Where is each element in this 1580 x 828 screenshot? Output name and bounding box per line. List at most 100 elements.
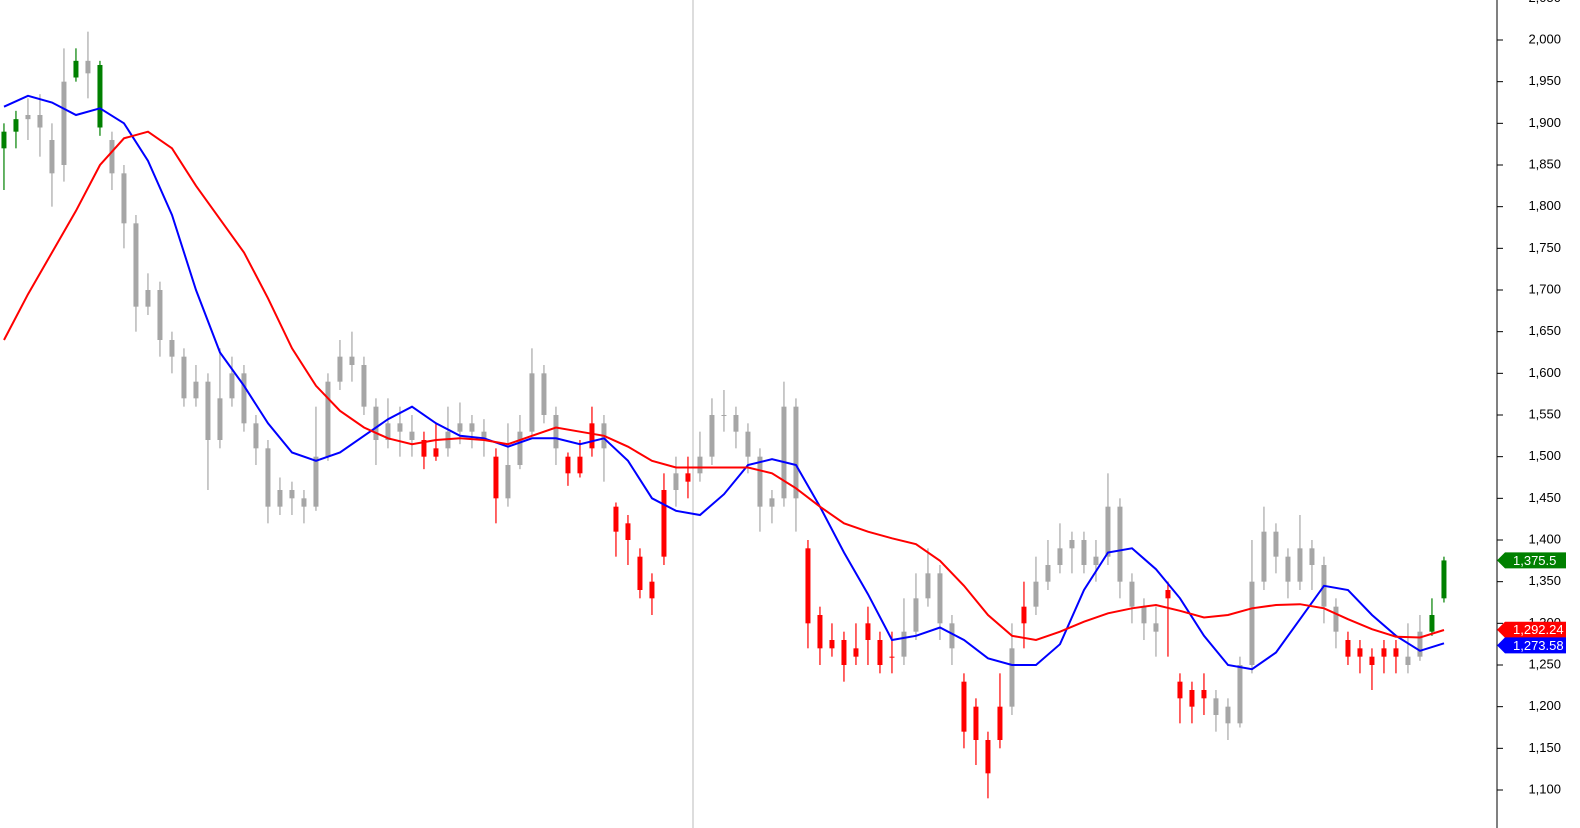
candle-body [301, 498, 307, 507]
candle-body [817, 615, 823, 649]
candle-body [325, 381, 331, 457]
y-tick-label: 1,650 [1528, 323, 1561, 338]
candle-body [1393, 648, 1399, 657]
candle-body [205, 381, 211, 440]
candle-body [1417, 631, 1423, 657]
y-tick-label: 1,250 [1528, 656, 1561, 671]
candle-body [97, 65, 103, 128]
candle-body [1357, 648, 1363, 657]
candle-body [1, 131, 7, 149]
candle-body [529, 373, 535, 432]
candle-body [277, 490, 283, 507]
candle-body [1237, 665, 1243, 724]
candle-body [217, 398, 223, 440]
candle-body [829, 640, 835, 649]
candle-body [1285, 556, 1291, 582]
price-label: 1,375.5 [1513, 553, 1556, 568]
candle-body [73, 60, 79, 78]
candle-body [1249, 581, 1255, 665]
candle-body [1381, 648, 1387, 657]
candle-body [457, 423, 463, 432]
y-tick-label: 1,150 [1528, 740, 1561, 755]
candle-body [913, 598, 919, 632]
candle-body [541, 373, 547, 415]
candle-body [469, 423, 475, 432]
candle-body [1273, 531, 1279, 557]
candle-body [709, 415, 715, 457]
candle-body [145, 290, 151, 307]
candle-body [361, 365, 367, 407]
candle-body [109, 140, 115, 174]
y-tick-label: 1,350 [1528, 573, 1561, 588]
candle-body [721, 415, 727, 416]
candle-body [505, 465, 511, 499]
candle-body [613, 506, 619, 532]
y-tick-label: 1,450 [1528, 490, 1561, 505]
price-label: 1,273.58 [1513, 638, 1564, 653]
candle-body [565, 456, 571, 474]
candle-body [1369, 656, 1375, 665]
candle-body [85, 60, 91, 74]
candle-body [1069, 540, 1075, 549]
price-label-box [1497, 552, 1566, 569]
y-tick-label: 1,700 [1528, 281, 1561, 296]
y-tick-label: 1,500 [1528, 448, 1561, 463]
candle-body [697, 456, 703, 474]
candle-body [757, 456, 763, 507]
candle-body [1081, 540, 1087, 565]
y-tick-label: 2,000 [1528, 31, 1561, 46]
candle-body [577, 456, 583, 474]
candle-body [769, 498, 775, 507]
candle-body [181, 356, 187, 399]
y-tick-label: 1,550 [1528, 406, 1561, 421]
candle-body [889, 656, 895, 658]
y-tick-label: 1,900 [1528, 115, 1561, 130]
candle-body [253, 423, 259, 449]
candle-body [1105, 506, 1111, 557]
candle-body [1429, 615, 1435, 632]
candle-body [877, 640, 883, 665]
price-label-box [1497, 637, 1566, 654]
candle-body [13, 119, 19, 132]
candle-body [1405, 656, 1411, 665]
candle-body [1033, 581, 1039, 607]
candle-body [1057, 548, 1063, 565]
candle-body [241, 373, 247, 424]
candle-body [841, 640, 847, 665]
candle-body [289, 490, 295, 499]
candle-body [229, 373, 235, 399]
y-tick-label: 1,400 [1528, 531, 1561, 546]
y-tick-label: 1,950 [1528, 73, 1561, 88]
candle-body [433, 448, 439, 457]
candle-body [481, 431, 487, 440]
y-tick-label: 1,800 [1528, 198, 1561, 213]
candle-body [1213, 698, 1219, 715]
candle-body [997, 706, 1003, 740]
candle-body [901, 631, 907, 657]
candle-body [517, 431, 523, 465]
candle-body [397, 423, 403, 432]
candle-body [853, 648, 859, 657]
candle-body [493, 456, 499, 499]
candle-body [733, 415, 739, 432]
candle-body [673, 473, 679, 490]
candle-body [1261, 531, 1267, 582]
candle-body [49, 140, 55, 174]
candle-body [649, 581, 655, 599]
candle-body [661, 490, 667, 557]
price-label: 1,292.24 [1513, 622, 1564, 637]
candle-body [1141, 606, 1147, 624]
candle-body [1021, 606, 1027, 624]
plot-area [1, 0, 1447, 828]
candle-body [349, 356, 355, 365]
candle-body [805, 548, 811, 624]
candle-body [157, 290, 163, 340]
candle-body [589, 423, 595, 449]
candle-body [1297, 548, 1303, 582]
candle-body [1129, 581, 1135, 607]
candle-body [25, 115, 31, 120]
price-label-box [1497, 621, 1566, 638]
candle-body [1177, 681, 1183, 699]
